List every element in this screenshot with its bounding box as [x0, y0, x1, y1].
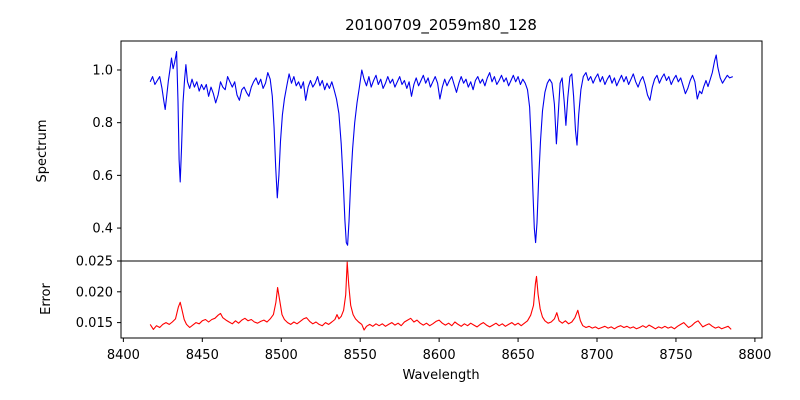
y-tick-label: 0.025	[76, 255, 113, 270]
error-line	[149, 261, 732, 331]
x-tick-label: 8800	[738, 348, 771, 363]
error-y-axis-label: Error	[39, 283, 54, 315]
y-tick-label: 1.0	[92, 63, 113, 78]
x-tick-label: 8750	[659, 348, 692, 363]
error-panel-border	[120, 260, 763, 339]
x-tick-label: 8500	[265, 348, 298, 363]
plot-content: 1.0 0.8 0.6 0.4 0.025 0.020 0.015 8400 8450 8500 8…	[76, 50, 771, 363]
x-tick-label: 8550	[344, 348, 377, 363]
y-tick-label: 0.020	[76, 285, 113, 300]
chart-title: 20100709_2059m80_128	[345, 16, 537, 35]
spectrum-panel-border	[120, 40, 763, 262]
x-tick-label: 8600	[423, 348, 456, 363]
y-tick-label: 0.8	[92, 116, 113, 131]
x-tick-label: 8650	[502, 348, 535, 363]
x-axis-label: Wavelength	[402, 368, 479, 383]
y-tick-label: 0.4	[92, 222, 113, 237]
x-tick-label: 8450	[186, 348, 219, 363]
y-tick-label: 0.6	[92, 169, 113, 184]
spectrum-line	[149, 50, 734, 246]
x-tick-label: 8700	[580, 348, 613, 363]
x-tick-label: 8400	[107, 348, 140, 363]
spectrum-y-axis-label: Spectrum	[35, 120, 50, 183]
y-tick-label: 0.015	[76, 316, 113, 331]
